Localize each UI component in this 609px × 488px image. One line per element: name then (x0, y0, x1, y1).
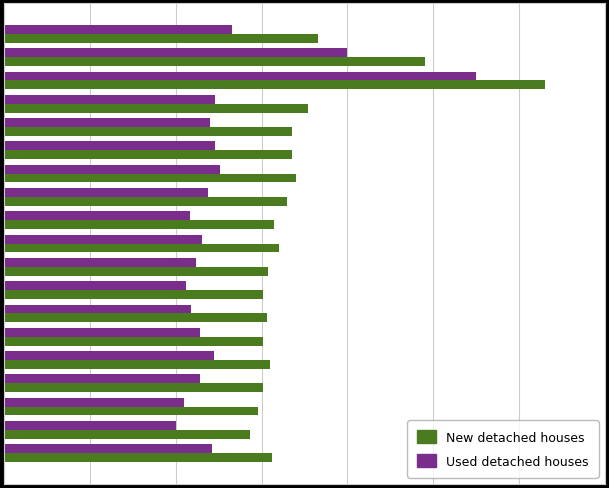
Bar (4, 314, 267, 323)
Bar (4, 212, 189, 221)
Bar (4, 244, 279, 253)
Bar (4, 375, 200, 384)
Bar (4, 81, 545, 90)
Bar (4, 453, 272, 462)
Bar (4, 58, 424, 67)
Bar (4, 189, 208, 198)
Bar (4, 351, 214, 360)
Bar (4, 72, 476, 81)
Bar (4, 49, 347, 58)
Bar (4, 445, 212, 453)
Bar (4, 104, 308, 113)
Bar (4, 221, 273, 229)
Bar (4, 267, 269, 276)
Bar (4, 305, 191, 314)
Bar (4, 290, 263, 299)
Bar (4, 128, 292, 137)
Bar (4, 35, 319, 43)
Bar (4, 235, 202, 244)
Bar (4, 142, 215, 151)
Bar (4, 328, 200, 337)
Bar (4, 96, 215, 104)
Bar (4, 198, 287, 206)
Bar (4, 174, 296, 183)
Bar (4, 337, 263, 346)
Bar (4, 421, 176, 430)
Bar (4, 151, 292, 160)
Legend: New detached houses, Used detached houses: New detached houses, Used detached house… (407, 421, 599, 478)
Bar (4, 384, 263, 392)
Bar (4, 430, 250, 439)
Bar (4, 26, 233, 35)
Bar (4, 165, 220, 174)
Bar (4, 259, 196, 267)
Bar (4, 282, 186, 290)
Bar (4, 360, 270, 369)
Bar (4, 398, 185, 407)
Bar (4, 119, 210, 128)
Bar (4, 407, 258, 416)
